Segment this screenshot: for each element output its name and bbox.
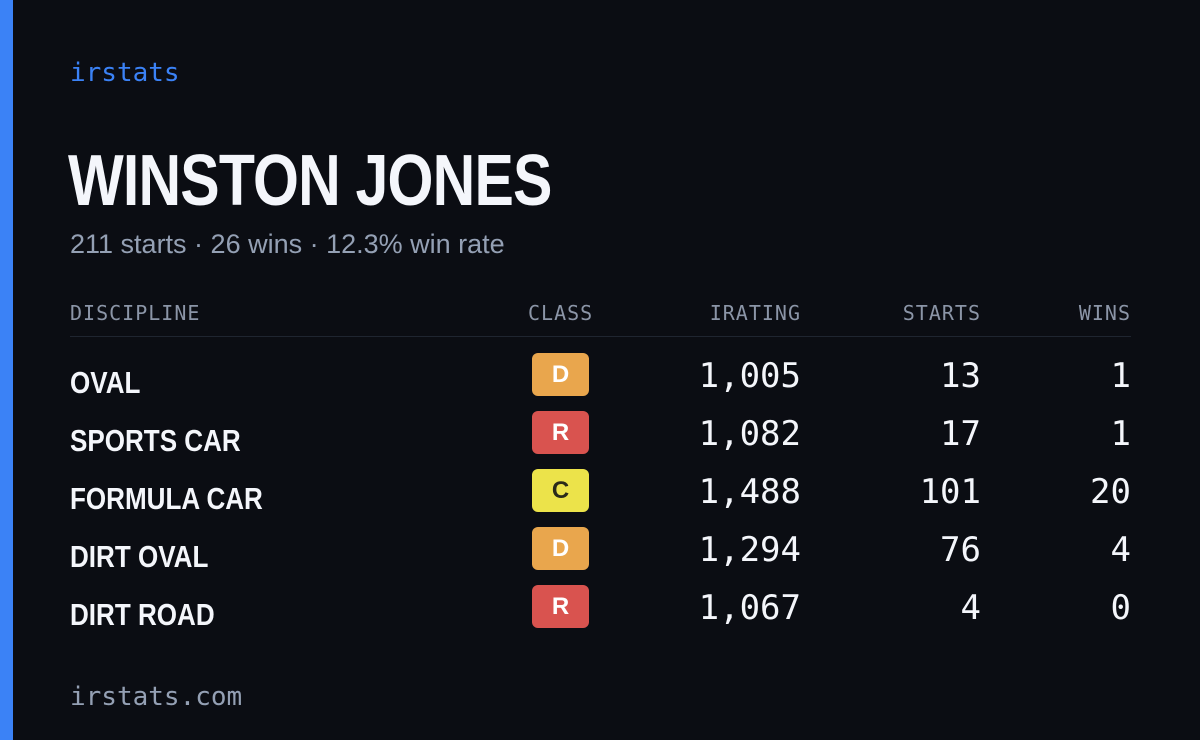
accent-bar (0, 0, 13, 740)
starts-value: 13 (940, 356, 981, 396)
table-row: DIRT OVAL D 1,294 76 4 (70, 527, 1131, 585)
class-badge: R (532, 585, 589, 628)
table-row: SPORTS CAR R 1,082 17 1 (70, 411, 1131, 469)
discipline-name: FORMULA CAR (70, 481, 263, 516)
class-badge: C (532, 469, 589, 512)
header-irating: IRATING (709, 301, 801, 325)
table-body: OVAL D 1,005 13 1 SPORTS CAR R 1,082 17 … (70, 353, 1131, 643)
header-discipline: DISCIPLINE (70, 301, 201, 325)
driver-name: WINSTON JONES (68, 141, 552, 221)
irating-value: 1,294 (698, 530, 801, 570)
irating-value: 1,005 (698, 356, 801, 396)
discipline-name: SPORTS CAR (70, 423, 241, 458)
header-starts: STARTS (902, 301, 981, 325)
starts-value: 76 (940, 530, 981, 570)
irating-value: 1,082 (698, 414, 801, 454)
stats-table: DISCIPLINE CLASS IRATING STARTS WINS OVA… (70, 298, 1131, 643)
wins-value: 4 (1110, 530, 1131, 570)
starts-value: 17 (940, 414, 981, 454)
wins-value: 1 (1110, 414, 1131, 454)
table-row: DIRT ROAD R 1,067 4 0 (70, 585, 1131, 643)
class-badge: D (532, 353, 589, 396)
header-class: CLASS (528, 301, 594, 325)
starts-value: 101 (919, 472, 981, 512)
wins-value: 20 (1090, 472, 1131, 512)
discipline-name: OVAL (70, 365, 141, 400)
irating-value: 1,488 (698, 472, 801, 512)
wins-value: 1 (1110, 356, 1131, 396)
table-row: OVAL D 1,005 13 1 (70, 353, 1131, 411)
class-badge: R (532, 411, 589, 454)
header-wins: WINS (1078, 301, 1131, 325)
wins-value: 0 (1110, 588, 1131, 628)
table-row: FORMULA CAR C 1,488 101 20 (70, 469, 1131, 527)
discipline-name: DIRT ROAD (70, 597, 215, 632)
irating-value: 1,067 (698, 588, 801, 628)
driver-summary: 211 starts · 26 wins · 12.3% win rate (70, 229, 505, 259)
table-header: DISCIPLINE CLASS IRATING STARTS WINS (70, 298, 1131, 337)
brand-logo[interactable]: irstats (70, 58, 180, 88)
discipline-name: DIRT OVAL (70, 539, 209, 574)
class-badge: D (532, 527, 589, 570)
starts-value: 4 (960, 588, 981, 628)
footer-domain-link[interactable]: irstats.com (70, 682, 243, 712)
